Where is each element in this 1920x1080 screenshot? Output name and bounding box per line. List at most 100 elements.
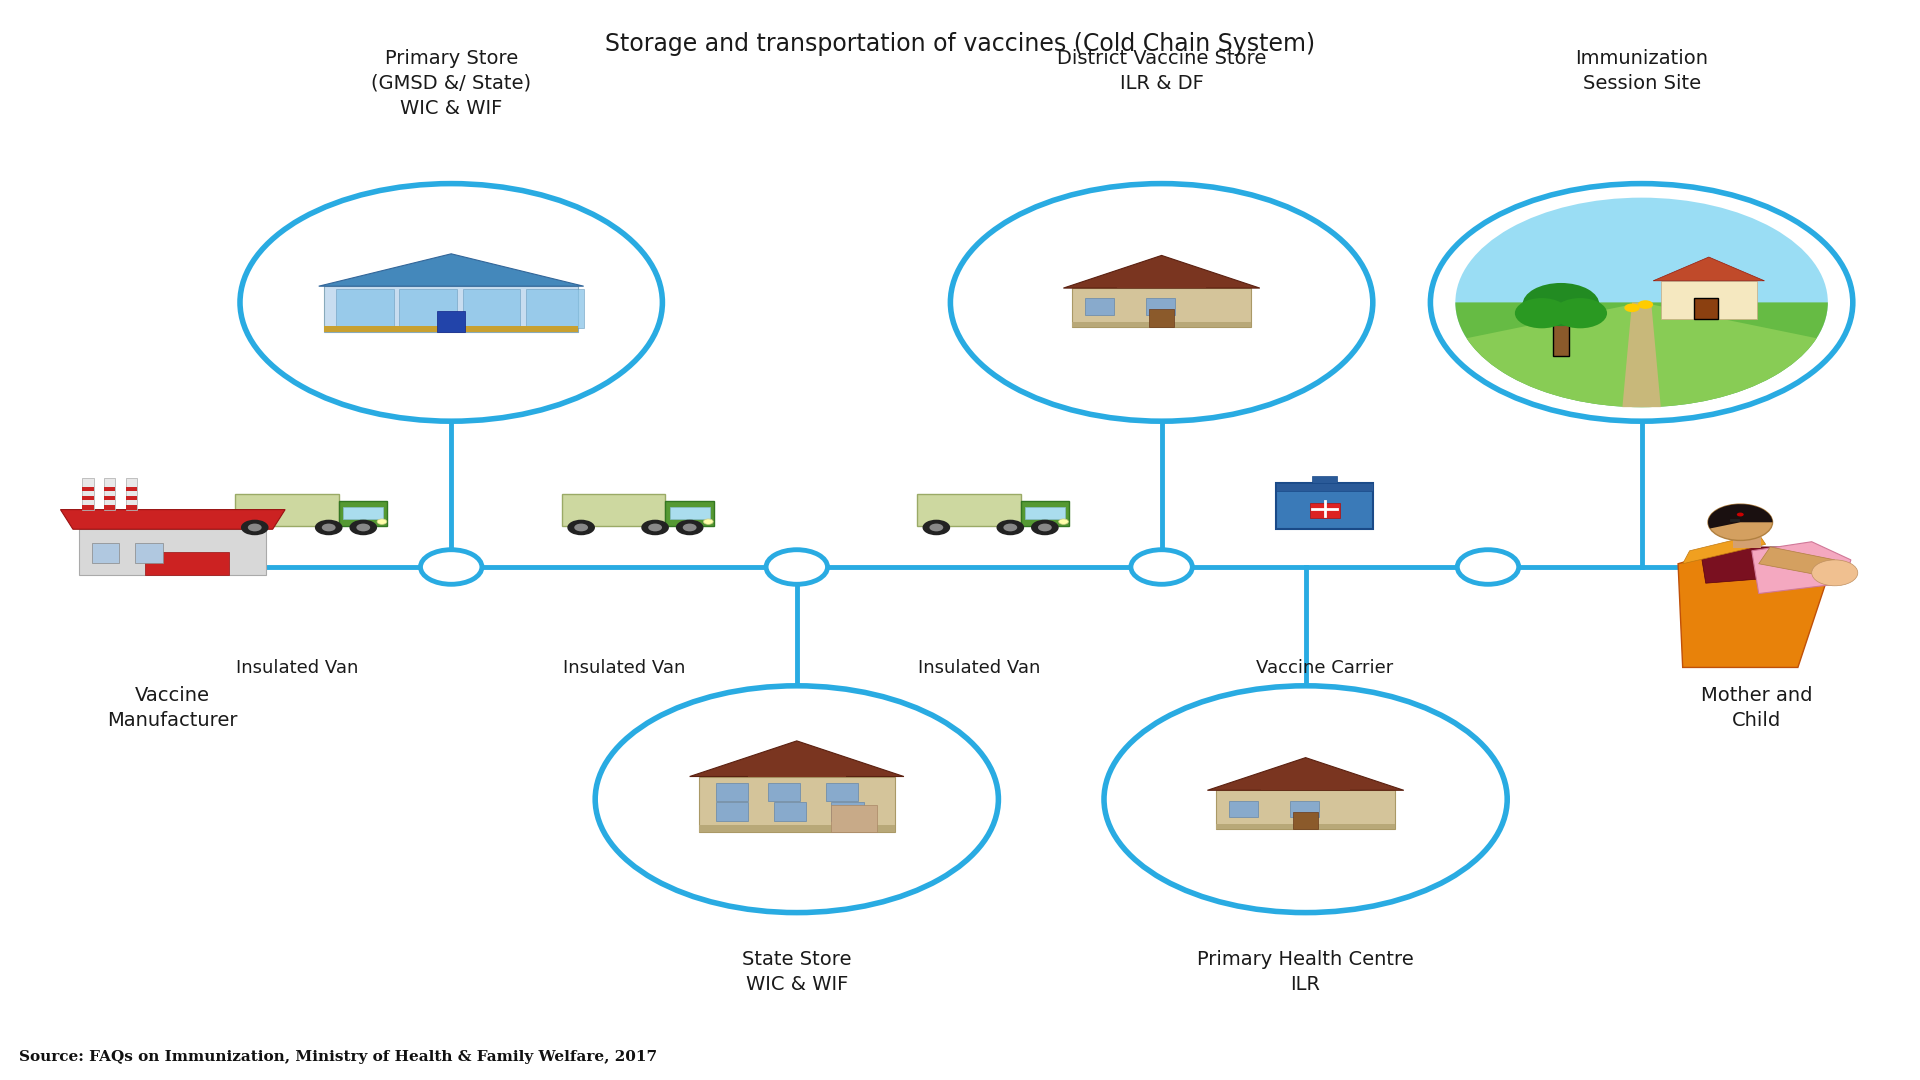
Circle shape — [376, 518, 386, 525]
Circle shape — [922, 519, 950, 536]
Circle shape — [1058, 518, 1068, 525]
Wedge shape — [1455, 302, 1828, 407]
FancyBboxPatch shape — [83, 505, 94, 510]
Polygon shape — [749, 758, 845, 777]
FancyBboxPatch shape — [104, 478, 115, 510]
FancyBboxPatch shape — [1313, 476, 1336, 483]
Circle shape — [240, 184, 662, 421]
FancyBboxPatch shape — [831, 806, 877, 832]
FancyBboxPatch shape — [1734, 536, 1761, 549]
Polygon shape — [689, 741, 904, 777]
FancyBboxPatch shape — [563, 495, 666, 526]
FancyBboxPatch shape — [768, 783, 801, 801]
Polygon shape — [1682, 534, 1766, 564]
FancyBboxPatch shape — [399, 289, 457, 328]
Text: Storage and transportation of vaccines (Cold Chain System): Storage and transportation of vaccines (… — [605, 32, 1315, 56]
Circle shape — [684, 524, 697, 531]
Circle shape — [1624, 303, 1640, 312]
FancyBboxPatch shape — [324, 326, 578, 332]
Circle shape — [349, 519, 376, 536]
Circle shape — [248, 524, 261, 531]
Text: Insulated Van: Insulated Van — [563, 659, 685, 677]
FancyBboxPatch shape — [716, 802, 749, 821]
FancyBboxPatch shape — [463, 289, 520, 328]
FancyBboxPatch shape — [1085, 298, 1114, 315]
Circle shape — [1638, 300, 1653, 309]
Circle shape — [357, 524, 371, 531]
FancyBboxPatch shape — [826, 783, 858, 801]
FancyBboxPatch shape — [438, 311, 465, 332]
Circle shape — [929, 524, 943, 531]
FancyBboxPatch shape — [127, 487, 136, 491]
Text: Primary Store
(GMSD &/ State)
WIC & WIF: Primary Store (GMSD &/ State) WIC & WIF — [371, 49, 532, 118]
FancyBboxPatch shape — [1025, 508, 1066, 518]
Circle shape — [641, 519, 668, 536]
Circle shape — [703, 518, 712, 525]
Polygon shape — [1064, 256, 1260, 288]
Text: Insulated Van: Insulated Van — [918, 659, 1041, 677]
Circle shape — [1131, 550, 1192, 584]
Polygon shape — [60, 510, 284, 529]
FancyBboxPatch shape — [918, 495, 1021, 526]
FancyBboxPatch shape — [526, 289, 584, 328]
Text: Vaccine Carrier: Vaccine Carrier — [1256, 659, 1394, 677]
FancyBboxPatch shape — [1071, 288, 1252, 326]
FancyBboxPatch shape — [670, 508, 710, 518]
Polygon shape — [1759, 546, 1836, 577]
FancyBboxPatch shape — [1693, 298, 1718, 319]
Circle shape — [595, 686, 998, 913]
Polygon shape — [1208, 758, 1404, 791]
Text: Vaccine
Manufacturer: Vaccine Manufacturer — [108, 686, 238, 730]
Circle shape — [1031, 519, 1058, 536]
FancyBboxPatch shape — [127, 505, 136, 510]
Circle shape — [1515, 298, 1569, 328]
FancyBboxPatch shape — [104, 497, 115, 500]
FancyBboxPatch shape — [336, 289, 394, 328]
FancyBboxPatch shape — [1309, 503, 1340, 517]
FancyBboxPatch shape — [344, 508, 384, 518]
FancyBboxPatch shape — [144, 552, 228, 575]
Circle shape — [315, 519, 342, 536]
Circle shape — [1812, 559, 1859, 585]
Circle shape — [676, 519, 703, 536]
FancyBboxPatch shape — [79, 529, 267, 575]
FancyBboxPatch shape — [83, 487, 94, 491]
Wedge shape — [1709, 504, 1772, 528]
FancyBboxPatch shape — [831, 802, 864, 821]
Text: Immunization
Session Site: Immunization Session Site — [1574, 49, 1709, 93]
Polygon shape — [1261, 773, 1350, 791]
FancyBboxPatch shape — [1229, 800, 1258, 818]
Circle shape — [1457, 550, 1519, 584]
FancyBboxPatch shape — [1553, 313, 1569, 356]
Polygon shape — [1678, 546, 1828, 667]
Circle shape — [1430, 184, 1853, 421]
Circle shape — [1523, 283, 1599, 326]
Circle shape — [1553, 298, 1607, 328]
Circle shape — [950, 184, 1373, 421]
FancyBboxPatch shape — [1292, 811, 1319, 829]
Circle shape — [1104, 686, 1507, 913]
Polygon shape — [1653, 257, 1764, 281]
Circle shape — [323, 524, 336, 531]
Polygon shape — [1622, 302, 1661, 407]
Text: Insulated Van: Insulated Van — [236, 659, 359, 677]
FancyBboxPatch shape — [134, 543, 163, 564]
FancyBboxPatch shape — [104, 505, 115, 510]
Circle shape — [420, 550, 482, 584]
Text: State Store
WIC & WIF: State Store WIC & WIF — [741, 949, 852, 994]
FancyBboxPatch shape — [324, 286, 578, 332]
FancyBboxPatch shape — [774, 802, 806, 821]
FancyBboxPatch shape — [1277, 483, 1373, 491]
FancyBboxPatch shape — [699, 825, 895, 832]
FancyBboxPatch shape — [1148, 309, 1175, 326]
Text: Mother and
Child: Mother and Child — [1701, 686, 1812, 730]
FancyBboxPatch shape — [1661, 281, 1757, 319]
FancyBboxPatch shape — [716, 783, 749, 801]
Wedge shape — [1467, 302, 1816, 407]
Text: District Vaccine Store
ILR & DF: District Vaccine Store ILR & DF — [1056, 49, 1267, 93]
Text: Source: FAQs on Immunization, Ministry of Health & Family Welfare, 2017: Source: FAQs on Immunization, Ministry o… — [19, 1050, 657, 1064]
Circle shape — [1738, 513, 1743, 516]
Circle shape — [996, 519, 1023, 536]
FancyBboxPatch shape — [236, 495, 340, 526]
Circle shape — [649, 524, 662, 531]
